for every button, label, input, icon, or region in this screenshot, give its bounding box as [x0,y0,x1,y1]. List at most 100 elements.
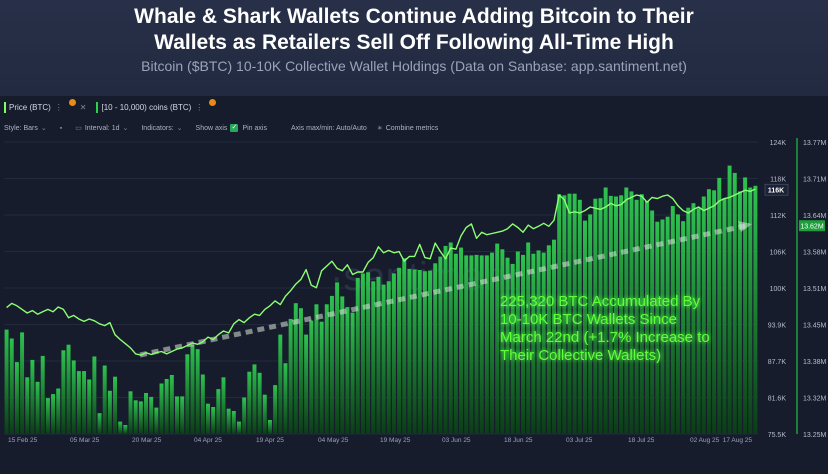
price-axis-tick: 106K [770,250,787,257]
holdings-bar [293,303,298,434]
holdings-bar [484,255,489,434]
interval-label: Interval: 1d [84,124,120,132]
holdings-bar [546,245,551,434]
holdings-bar [727,165,732,434]
holdings-bar [433,263,438,434]
holdings-bar [701,196,706,434]
holdings-bar [495,243,500,434]
more-options-icon[interactable]: ⋮ [195,102,204,112]
holdings-bar [753,185,758,434]
holdings-bar [314,304,319,434]
holdings-bar [242,397,247,434]
holdings-bar [128,391,133,434]
holdings-bar [562,195,567,434]
close-icon[interactable]: ✕ [79,102,87,112]
color-picker[interactable]: ▪ [60,125,65,132]
holdings-bar [619,195,624,434]
more-options-icon[interactable]: ⋮ [54,102,63,112]
holdings-bar [650,210,655,434]
annotation-line: 225,320 BTC Accumulated By [500,293,701,310]
holdings-bar [743,177,748,434]
x-axis-tick: 04 May 25 [318,437,349,444]
axis-minmax-select[interactable]: Axis max/min: Auto/Auto [291,125,367,132]
metric-chip-price[interactable]: Price (BTC) ⋮ ✕ [4,98,90,113]
holdings-bar [257,372,262,434]
holdings-bar [252,364,257,434]
checkbox-checked-icon[interactable]: ✓ [230,124,239,132]
holdings-bar [459,247,464,434]
holdings-bar [304,334,309,434]
holdings-bar [45,398,50,434]
holdings-bar [567,193,572,434]
combine-metrics-button[interactable]: ∗ Combine metrics [377,124,439,133]
x-axis-tick: 15 Feb 25 [8,437,38,444]
holdings-color-swatch [96,101,99,113]
metric-label-holdings: [10 - 10,000) coins (BTC) [101,102,192,112]
holdings-bar [123,425,128,434]
x-axis-tick: 03 Jul 25 [566,437,593,444]
notification-badge-icon [209,98,217,106]
price-axis-tick: 100K [770,286,787,293]
holdings-axis-tick: 13.38M [803,359,827,366]
holdings-bar [629,191,634,434]
holdings-bar [355,277,360,434]
holdings-bar [71,360,76,434]
holdings-bar [200,374,205,434]
price-axis-tick: 81.6K [768,396,787,403]
combine-label: Combine metrics [385,124,439,132]
holdings-bar [639,194,644,434]
holdings-bar [288,318,293,434]
metric-label-price: Price (BTC) [9,102,51,112]
holdings-bar [267,420,272,434]
holdings-bar [675,214,680,434]
holdings-bar [82,371,87,434]
holdings-bar [737,191,742,434]
interval-select[interactable]: ▭ Interval: 1d ⌄ [75,124,131,133]
holdings-bar [175,396,179,434]
style-select[interactable]: Style: Bars ⌄ [4,124,50,133]
holdings-bar [732,172,737,434]
holdings-bar [247,371,252,434]
holdings-bar [195,349,200,434]
holdings-bar [531,253,536,434]
holdings-axis-tick: 13.71M [803,177,827,184]
indicators-select[interactable]: Indicators: ⌄ [141,124,185,133]
holdings-bar [9,338,14,434]
holdings-bar [500,249,505,434]
metric-chip-holdings[interactable]: [10 - 10,000) coins (BTC) ⋮ [96,98,217,113]
holdings-bar [324,304,329,434]
holdings-bar [20,332,25,434]
x-axis-tick: 17 Aug 25 [723,437,753,444]
holdings-bar [479,255,484,434]
holdings-bar [30,359,35,434]
holdings-bar [614,196,618,434]
holdings-bar [40,355,45,434]
holdings-bar [211,407,216,434]
calendar-icon: ▭ [75,125,82,132]
holdings-bar [381,284,386,434]
holdings-bar [376,276,381,434]
x-axis-tick: 19 May 25 [380,437,411,444]
holdings-bar [655,221,660,434]
holdings-bar [722,198,727,434]
holdings-bar [221,377,226,434]
holdings-axis-tick: 13.64M [803,213,827,220]
holdings-bar [583,220,587,434]
holdings-bar [138,401,143,434]
holdings-bar [149,396,154,434]
holdings-bar [402,258,407,434]
holdings-bar [696,208,701,434]
holdings-bar [283,363,288,434]
holdings-bar [102,365,107,434]
holdings-bar [691,203,696,434]
show-axis-toggle[interactable]: Show axis ✓ Pin axis [196,124,267,132]
holdings-bar [706,189,711,434]
chart-subtitle: Bitcoin ($BTC) 10-10K Collective Wallet … [141,58,687,74]
holdings-bar [443,245,448,434]
holdings-bar [588,214,593,434]
holdings-current-label: 13.62M [800,224,824,231]
price-current-label: 116K [768,188,784,195]
holdings-bar [159,383,164,434]
holdings-bar [577,199,582,434]
